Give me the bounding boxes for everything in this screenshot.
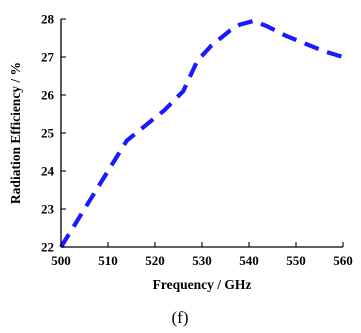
y-tick-label: 25 [41, 126, 55, 141]
x-tick-label: 550 [286, 253, 306, 268]
x-tick-label: 500 [51, 253, 71, 268]
y-tick-label: 28 [41, 12, 55, 27]
x-tick-label: 520 [145, 253, 165, 268]
plot-area [59, 18, 344, 249]
radiation-efficiency-series-line [59, 18, 344, 249]
y-tick-label: 23 [41, 202, 55, 217]
x-axis-title: Frequency / GHz [153, 277, 252, 292]
y-tick-label: 27 [41, 50, 55, 65]
y-tick-label: 26 [41, 88, 55, 103]
x-tick-label: 510 [98, 253, 118, 268]
figure-caption: (f) [172, 308, 189, 327]
y-axis-ticks: 22 23 24 25 26 27 28 [41, 12, 66, 255]
y-axis-title: Radiation Efficiency / % [8, 62, 23, 204]
x-tick-label: 560 [333, 253, 353, 268]
y-tick-label: 22 [41, 240, 54, 255]
y-tick-label: 24 [41, 164, 55, 179]
x-tick-label: 530 [192, 253, 212, 268]
x-axis-ticks: 500 510 520 530 540 550 560 [51, 242, 353, 268]
x-tick-label: 540 [239, 253, 259, 268]
axes: 500 510 520 530 540 550 560 22 23 24 25 26 27 28 [41, 12, 353, 269]
